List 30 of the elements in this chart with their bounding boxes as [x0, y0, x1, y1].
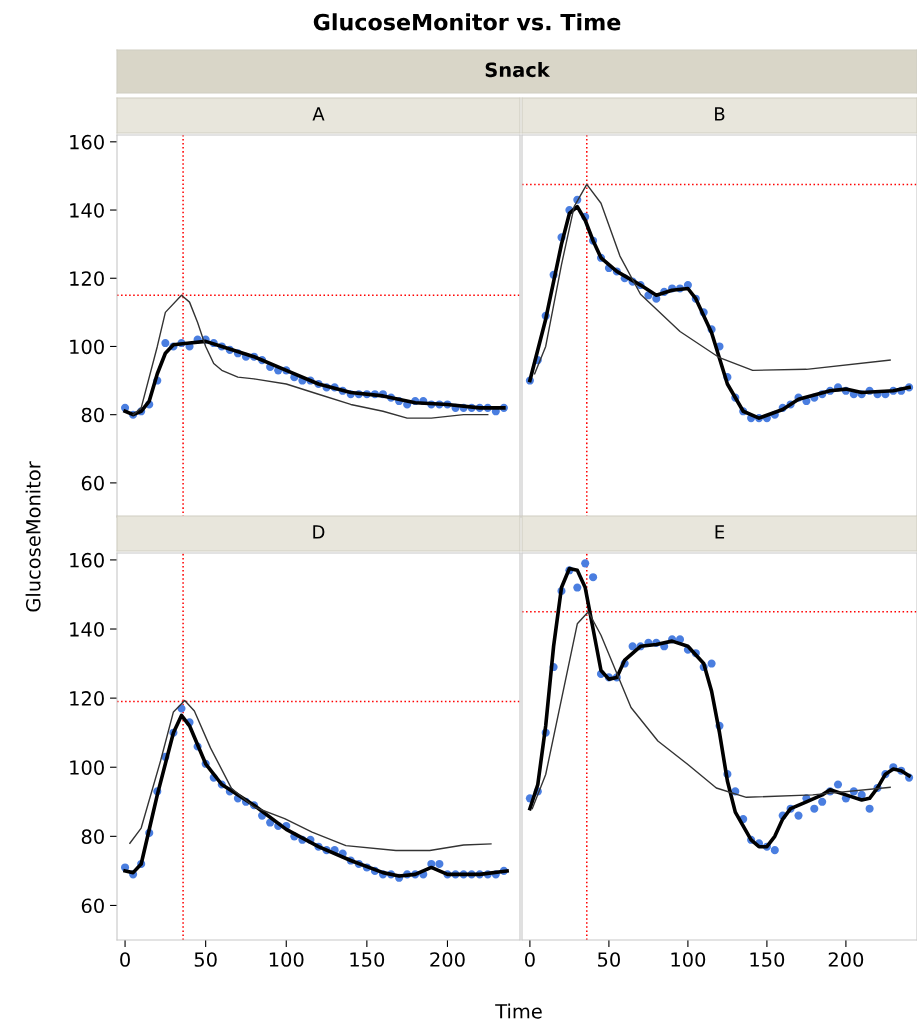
y-tick-label: 140 [70, 621, 104, 637]
chart-title: A [312, 107, 325, 121]
y-tick-label: 80 [81, 829, 104, 844]
x-tick-label: 50 [598, 952, 620, 967]
chart-title: B [715, 107, 725, 121]
text: GlucoseMonitor vs. Time [313, 13, 621, 31]
x-tick-label: 100 [269, 952, 304, 967]
y-tick-label: 140 [70, 202, 104, 218]
y-tick-label: 160 [70, 134, 104, 150]
y-tick-label: 100 [70, 339, 104, 355]
x-tick-label: 150 [350, 952, 385, 967]
x-tick-label: 100 [671, 952, 706, 967]
y-tick-label: 60 [81, 898, 104, 914]
y-tick-label: 160 [70, 552, 104, 568]
x-tick-label: 150 [750, 952, 785, 967]
text: Snack [485, 62, 551, 78]
x-tick-label: 0 [525, 952, 535, 967]
y-tick-label: 80 [81, 407, 104, 423]
x-tick-label: 0 [120, 952, 130, 967]
x-tick-label: 50 [194, 952, 217, 967]
x-axis-title: Time [495, 1003, 542, 1019]
chart-title: E [715, 525, 725, 539]
y-tick-label: 120 [70, 691, 104, 706]
y-tick-label: 120 [70, 271, 104, 286]
y-axis-title: GlucoseMonitor [25, 461, 41, 612]
x-tick-label: 200 [828, 952, 864, 967]
y-tick-label: 60 [81, 475, 104, 491]
x-tick-label: 200 [430, 952, 465, 967]
y-tick-label: 100 [70, 760, 104, 775]
chart-title: D [313, 525, 325, 539]
